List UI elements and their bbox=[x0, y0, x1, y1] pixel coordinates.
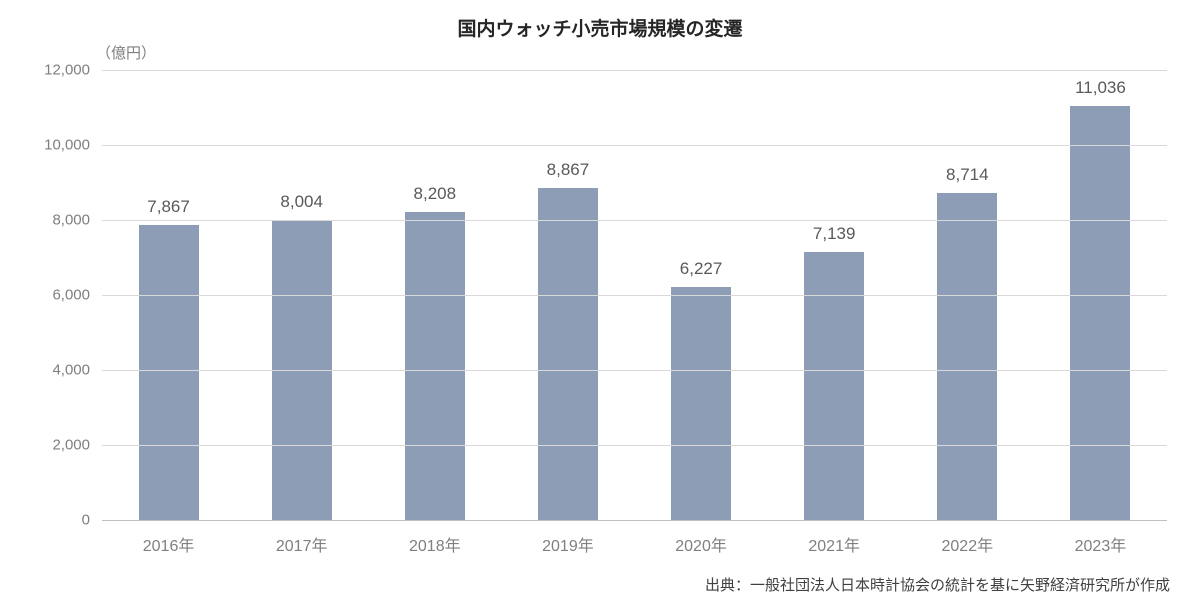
y-tick-label: 6,000 bbox=[52, 287, 90, 304]
gridline bbox=[102, 220, 1167, 221]
chart-container: 国内ウォッチ小売市場規模の変遷 （億円） 7,8672016年8,0042017… bbox=[0, 0, 1200, 613]
y-axis-unit: （億円） bbox=[96, 42, 156, 63]
bar: 8,208 bbox=[405, 212, 465, 520]
gridline bbox=[102, 445, 1167, 446]
gridline bbox=[102, 295, 1167, 296]
y-tick-label: 2,000 bbox=[52, 437, 90, 454]
x-tick-label: 2023年 bbox=[1075, 532, 1127, 556]
y-tick-label: 4,000 bbox=[52, 362, 90, 379]
bar: 7,139 bbox=[804, 252, 864, 520]
x-tick-label: 2022年 bbox=[942, 532, 994, 556]
bar-value-label: 7,139 bbox=[813, 224, 856, 244]
bar-value-label: 6,227 bbox=[680, 259, 723, 279]
bar: 6,227 bbox=[671, 287, 731, 521]
bar: 11,036 bbox=[1070, 106, 1130, 520]
y-tick-label: 10,000 bbox=[44, 137, 90, 154]
x-tick-label: 2020年 bbox=[675, 532, 727, 556]
source-note: 出典：一般社団法人日本時計協会の統計を基に矢野経済研究所が作成 bbox=[705, 574, 1170, 595]
bar: 8,867 bbox=[538, 188, 598, 521]
bar-value-label: 8,004 bbox=[280, 192, 323, 212]
y-tick-label: 8,000 bbox=[52, 212, 90, 229]
x-tick-label: 2017年 bbox=[276, 532, 328, 556]
bar-value-label: 11,036 bbox=[1075, 78, 1126, 98]
bar: 7,867 bbox=[139, 225, 199, 520]
x-axis-baseline bbox=[102, 520, 1167, 521]
gridline bbox=[102, 70, 1167, 71]
x-tick-label: 2018年 bbox=[409, 532, 461, 556]
bar: 8,714 bbox=[937, 193, 997, 520]
gridline bbox=[102, 145, 1167, 146]
x-tick-label: 2021年 bbox=[808, 532, 860, 556]
bar-value-label: 8,714 bbox=[946, 165, 989, 185]
x-tick-label: 2019年 bbox=[542, 532, 594, 556]
plot-area: 7,8672016年8,0042017年8,2082018年8,8672019年… bbox=[102, 70, 1167, 520]
gridline bbox=[102, 370, 1167, 371]
y-tick-label: 12,000 bbox=[44, 62, 90, 79]
bar-value-label: 8,867 bbox=[547, 160, 590, 180]
bar-value-label: 8,208 bbox=[414, 184, 457, 204]
bar-value-label: 7,867 bbox=[147, 197, 190, 217]
chart-title: 国内ウォッチ小売市場規模の変遷 bbox=[0, 14, 1200, 41]
x-tick-label: 2016年 bbox=[143, 532, 195, 556]
y-tick-label: 0 bbox=[82, 512, 90, 529]
